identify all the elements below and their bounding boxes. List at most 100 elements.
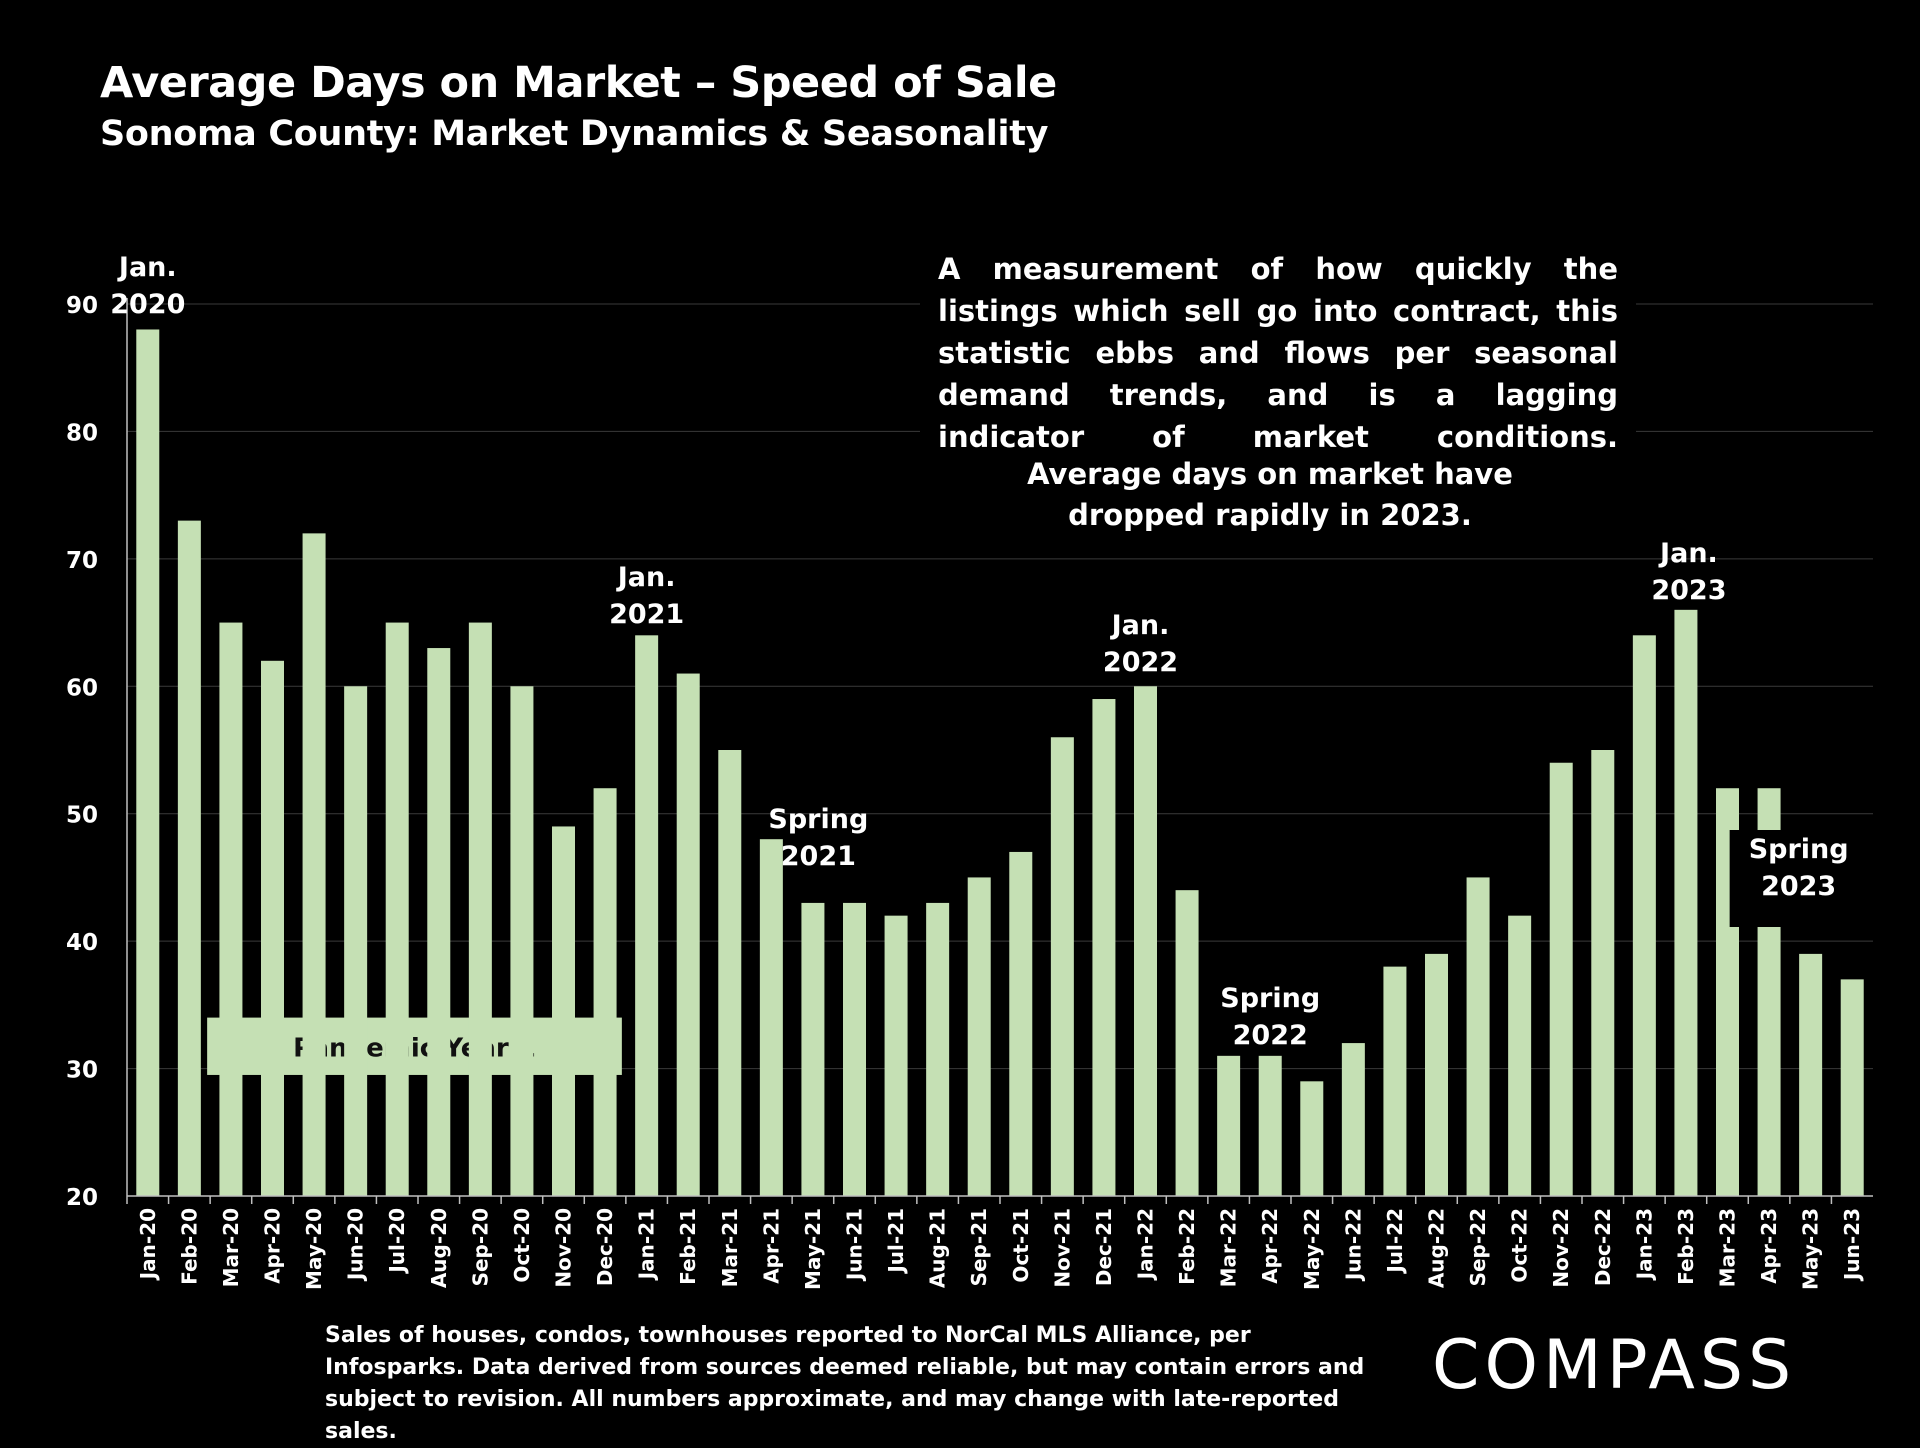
bar-Feb-21 — [676, 673, 700, 1196]
bar-Jul-22 — [1383, 966, 1407, 1196]
x-tick-label: Jan-23 — [1632, 1208, 1656, 1281]
bar-Oct-20 — [510, 686, 534, 1196]
bar-Jul-21 — [884, 915, 908, 1196]
note-text: Average days on market have dropped rapi… — [1010, 454, 1530, 536]
bar-Dec-22 — [1591, 750, 1615, 1196]
bar-Apr-20 — [261, 660, 284, 1196]
x-tick-label: Jan-22 — [1134, 1208, 1158, 1281]
annotation-line: 2023 — [1761, 871, 1836, 902]
source-footnote: Sales of houses, condos, townhouses repo… — [325, 1323, 1365, 1444]
bar-Jun-22 — [1341, 1043, 1365, 1196]
annotation-line: Spring — [1220, 983, 1320, 1014]
y-tick-label: 20 — [66, 1185, 98, 1211]
x-tick-label: Nov-21 — [1050, 1208, 1074, 1288]
bar-Apr-22 — [1258, 1055, 1282, 1196]
annotation-line: 2020 — [110, 289, 185, 320]
compass-logo: COMPASS — [1432, 1326, 1796, 1398]
x-tick-label: Aug-21 — [926, 1208, 950, 1288]
bar-Aug-20 — [427, 648, 451, 1196]
x-tick-label: Feb-20 — [177, 1208, 201, 1285]
bar-Jan-23 — [1632, 635, 1656, 1196]
bar-Nov-21 — [1050, 737, 1074, 1196]
annotation-label: Jan. 2023 — [1651, 538, 1726, 606]
bar-Nov-20 — [552, 826, 575, 1196]
x-tick-label: Aug-20 — [427, 1208, 451, 1288]
annotation-line: 2021 — [781, 841, 856, 872]
bar-Dec-20 — [593, 788, 617, 1196]
bars — [136, 329, 1864, 1196]
annotation-box — [1729, 830, 1868, 927]
bar-May-21 — [801, 902, 825, 1196]
x-tick-label: Mar-23 — [1716, 1208, 1740, 1287]
bar-Jan-21 — [635, 635, 659, 1196]
x-tick-label: May-20 — [302, 1208, 326, 1290]
bar-Aug-22 — [1425, 953, 1448, 1196]
x-tick-label: Apr-21 — [759, 1208, 783, 1284]
bar-Jan-22 — [1134, 686, 1157, 1196]
bar-Sep-21 — [967, 877, 991, 1196]
x-tick-label: Apr-22 — [1258, 1208, 1282, 1284]
x-tick-label: Dec-21 — [1092, 1208, 1116, 1286]
axes: 20 30 40 50 60 70 80 90 Jan-20 Feb-20 Mar-20 Apr-20… — [66, 293, 1873, 1290]
x-tick-label: Sep-22 — [1466, 1208, 1490, 1286]
bar-Aug-21 — [926, 902, 950, 1196]
y-tick-label: 80 — [66, 420, 98, 446]
bar-May-23 — [1799, 953, 1823, 1196]
x-tick-label: May-23 — [1799, 1208, 1823, 1290]
bar-Feb-23 — [1674, 609, 1698, 1196]
x-tick-label: Apr-23 — [1757, 1208, 1781, 1284]
y-tick-label: 90 — [66, 293, 98, 319]
bar-Sep-22 — [1466, 877, 1490, 1196]
x-tick-label: Aug-22 — [1425, 1208, 1449, 1288]
bar-May-22 — [1300, 1081, 1324, 1196]
x-tick-label: Jan-21 — [635, 1208, 659, 1281]
x-tick-label: Oct-21 — [1009, 1208, 1033, 1283]
bar-Oct-21 — [1009, 851, 1033, 1196]
x-tick-label: Sep-21 — [967, 1208, 991, 1286]
annotation-label: Spring 2023 — [1749, 834, 1849, 902]
bar-Apr-21 — [759, 839, 783, 1196]
x-tick-label: Jan-20 — [136, 1208, 160, 1281]
x-tick-label: Mar-20 — [219, 1208, 243, 1287]
x-tick-label: Feb-21 — [676, 1208, 700, 1285]
bar-Mar-21 — [718, 750, 742, 1196]
x-tick-label: Oct-20 — [510, 1208, 534, 1283]
annotation-line: 2021 — [609, 599, 684, 630]
annotation-line: Jan. — [616, 562, 676, 593]
x-tick-label: Nov-22 — [1549, 1208, 1573, 1288]
x-tick-label: Jul-21 — [884, 1208, 908, 1275]
annotation-label: Jan. 2021 — [609, 562, 684, 630]
x-tick-label: Jul-22 — [1383, 1208, 1407, 1275]
bar-Jun-20 — [344, 686, 368, 1196]
x-tick-label: Nov-20 — [552, 1208, 576, 1288]
bar-Jun-21 — [843, 902, 866, 1196]
bar-Oct-22 — [1508, 915, 1532, 1196]
x-tick-label: Oct-22 — [1508, 1208, 1532, 1283]
bar-May-20 — [302, 533, 326, 1196]
x-tick-label: Dec-20 — [593, 1208, 617, 1286]
annotation-line: Spring — [768, 804, 868, 835]
x-tick-label: Jun-22 — [1341, 1208, 1365, 1282]
x-tick-label: Dec-22 — [1591, 1208, 1615, 1286]
description-text: A measurement of how quickly the listing… — [920, 248, 1636, 458]
annotation-line: 2022 — [1233, 1020, 1308, 1051]
x-tick-label: Jun-21 — [843, 1208, 867, 1282]
logo-text: COMPASS — [1432, 1326, 1796, 1398]
annotation-line: 2022 — [1103, 647, 1178, 678]
annotation-label: Spring 2022 — [1220, 983, 1320, 1051]
bar-Mar-22 — [1217, 1055, 1241, 1196]
annotation-label: Jan. 2020 — [110, 252, 185, 320]
annotation-label: Spring 2021 — [768, 804, 868, 872]
annotation-line: Jan. — [117, 252, 177, 283]
bar-Jul-20 — [385, 622, 409, 1196]
x-tick-label: Apr-20 — [261, 1208, 285, 1284]
annotation-line: Spring — [1749, 834, 1849, 865]
chart-title: Average Days on Market – Speed of Sale — [100, 58, 1057, 108]
x-tick-label: May-22 — [1300, 1208, 1324, 1290]
chart-subtitle: Sonoma County: Market Dynamics & Seasona… — [100, 114, 1049, 154]
x-tick-label: Jul-20 — [385, 1208, 409, 1275]
bar-Mar-20 — [219, 622, 243, 1196]
x-tick-label: May-21 — [801, 1208, 825, 1290]
y-tick-label: 60 — [66, 675, 98, 701]
bar-Sep-20 — [468, 622, 492, 1196]
